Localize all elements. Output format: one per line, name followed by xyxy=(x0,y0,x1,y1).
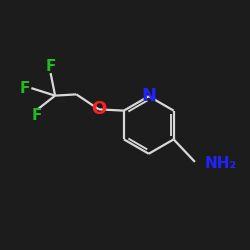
Text: NH₂: NH₂ xyxy=(205,156,237,170)
Text: N: N xyxy=(141,87,156,105)
Text: F: F xyxy=(19,80,30,96)
Text: F: F xyxy=(46,58,56,74)
Text: F: F xyxy=(31,108,42,123)
Text: O: O xyxy=(91,100,106,118)
